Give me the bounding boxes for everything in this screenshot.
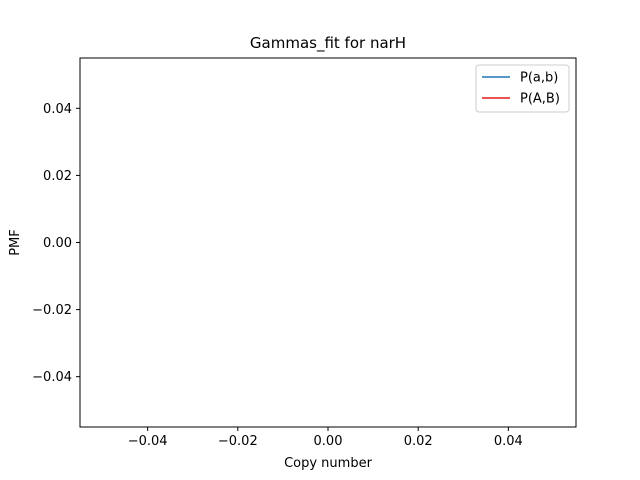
x-tick-label: 0.04 bbox=[494, 434, 523, 449]
y-tick-label: 0.02 bbox=[43, 169, 72, 184]
legend-label-pab-upper: P(A,B) bbox=[520, 92, 560, 107]
y-tick-label: 0.00 bbox=[43, 236, 72, 251]
x-tick-label: 0.00 bbox=[314, 434, 343, 449]
y-tick-label: −0.04 bbox=[32, 370, 72, 385]
plot-frame bbox=[80, 58, 576, 427]
ticks-layer: −0.04 −0.02 0.00 0.02 0.04 −0.04 −0.02 0.00 0.02… bbox=[32, 102, 523, 449]
x-axis-title: Copy number bbox=[284, 456, 373, 471]
x-tick-label: 0.02 bbox=[404, 434, 433, 449]
x-tick-label: −0.02 bbox=[218, 434, 258, 449]
y-tick-label: −0.02 bbox=[32, 303, 72, 318]
legend-label-pab: P(a,b) bbox=[520, 71, 558, 86]
y-axis-title: PMF bbox=[8, 229, 23, 256]
legend: P(a,b) P(A,B) bbox=[476, 65, 569, 112]
x-tick-label: −0.04 bbox=[128, 434, 168, 449]
y-tick-label: 0.04 bbox=[43, 102, 72, 117]
chart-title: Gammas_fit for narH bbox=[250, 34, 406, 53]
